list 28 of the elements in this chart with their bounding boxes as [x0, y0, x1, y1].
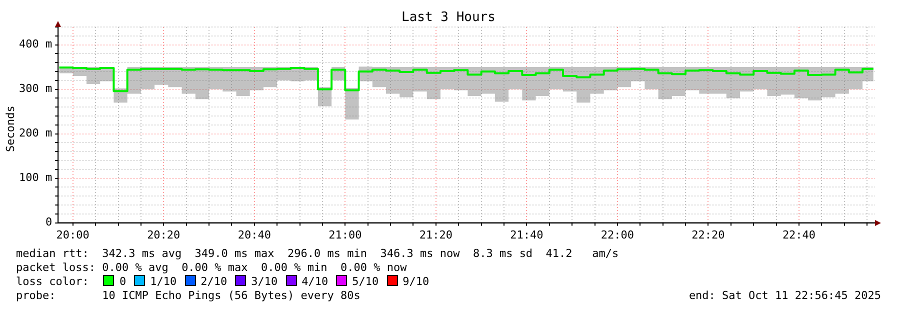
text: packet loss: 0.00 % avg 0.00 % max 0.00 % min 0.00 % now — [16, 261, 407, 275]
text: 9/10 — [402, 275, 430, 288]
y-tick-label: 0 — [45, 216, 52, 229]
x-tick-label: 20:40 — [238, 228, 271, 242]
text: end: Sat Oct 11 22:56:45 2025 — [688, 289, 881, 302]
text: 0 — [119, 275, 126, 288]
text: probe: 10 ICMP Echo Pings (56 Bytes) every 80s — [16, 289, 360, 303]
x-tick-label: 21:40 — [510, 228, 544, 242]
x-tick-label: 22:20 — [692, 228, 725, 242]
text: 3/10 — [251, 275, 278, 288]
x-tick-label: 21:20 — [419, 228, 452, 242]
text: loss color: — [16, 275, 89, 288]
y-tick-label: 200 m — [18, 126, 52, 140]
text: 5/10 — [352, 275, 379, 288]
text: 4/10 — [302, 275, 328, 288]
x-tick-label: 22:00 — [600, 228, 634, 242]
x-tick-label: 20:20 — [147, 228, 180, 242]
y-tick-label: 300 m — [18, 82, 52, 96]
y-tick-label: 400 m — [18, 38, 52, 51]
text: 2/10 — [200, 275, 228, 288]
x-tick-label: 22:40 — [782, 228, 816, 242]
x-tick-label: 20:00 — [56, 228, 90, 242]
chart-title: Last 3 Hours — [400, 10, 496, 25]
text: 1/10 — [150, 275, 177, 288]
x-tick-label: 21:00 — [328, 228, 362, 242]
text: median rtt: 342.3 ms avg 349.0 ms max 296.0 ms min 346.3 ms now 8.3 ms sd 41.2 am/s — [16, 247, 619, 261]
y-axis-title: Seconds — [4, 106, 17, 152]
y-tick-label: 100 m — [18, 171, 52, 184]
